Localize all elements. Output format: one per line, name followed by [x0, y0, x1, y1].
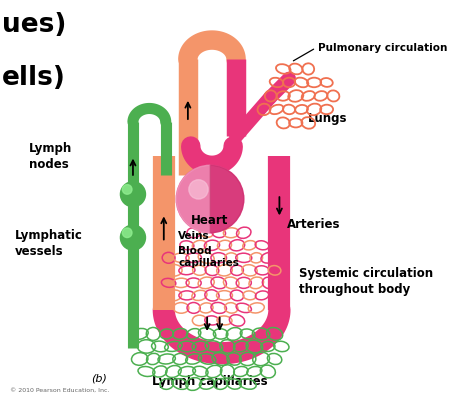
Text: (b): (b) [91, 372, 108, 382]
Text: Heart: Heart [191, 214, 228, 227]
Text: © 2010 Pearson Education, Inc.: © 2010 Pearson Education, Inc. [9, 387, 109, 392]
Wedge shape [210, 166, 244, 233]
Circle shape [120, 225, 146, 251]
Text: Arteries: Arteries [287, 217, 341, 230]
Text: Lymphatic
vessels: Lymphatic vessels [14, 228, 82, 257]
Text: Systemic circulation
throughout body: Systemic circulation throughout body [299, 267, 433, 296]
Circle shape [189, 180, 208, 200]
Text: Veins: Veins [178, 230, 210, 240]
Text: Lymph
nodes: Lymph nodes [29, 142, 72, 171]
Text: Blood
capillaries: Blood capillaries [178, 246, 239, 267]
Circle shape [120, 182, 146, 207]
Text: Pulmonary circulation: Pulmonary circulation [318, 43, 447, 53]
Circle shape [122, 229, 132, 238]
Circle shape [122, 185, 132, 195]
Text: Lungs: Lungs [308, 111, 348, 124]
Text: Lymph capillaries: Lymph capillaries [152, 374, 268, 387]
Circle shape [176, 166, 244, 233]
Text: ells): ells) [2, 65, 66, 91]
Wedge shape [176, 166, 210, 233]
Text: ues): ues) [2, 12, 66, 38]
